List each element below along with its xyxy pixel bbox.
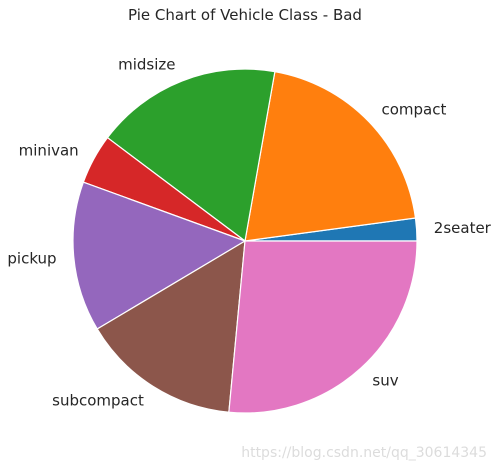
pie-slice-suv xyxy=(228,240,418,414)
pie-labels: 2seater compact midsize minivan pickup subcom… xyxy=(7,56,491,410)
pie-slices xyxy=(72,68,418,414)
pie-slice-compact xyxy=(244,70,417,242)
pie-label-minivan: minivan xyxy=(19,141,79,159)
pie-label-pickup: pickup xyxy=(7,249,56,267)
chart-title: Pie Chart of Vehicle Class - Bad xyxy=(128,6,362,24)
pie-label-subcompact: subcompact xyxy=(52,391,144,409)
watermark-text: https://blog.csdn.net/qq_30614345 xyxy=(241,445,487,461)
pie-label-compact: compact xyxy=(382,100,447,118)
pie-label-midsize: midsize xyxy=(118,56,175,74)
pie-slice-midsize xyxy=(106,68,276,243)
pie-slice-pickup xyxy=(72,181,247,330)
pie-label-suv: suv xyxy=(372,371,398,389)
pie-label-2seater: 2seater xyxy=(434,219,492,237)
pie-slice-subcompact xyxy=(96,239,246,413)
